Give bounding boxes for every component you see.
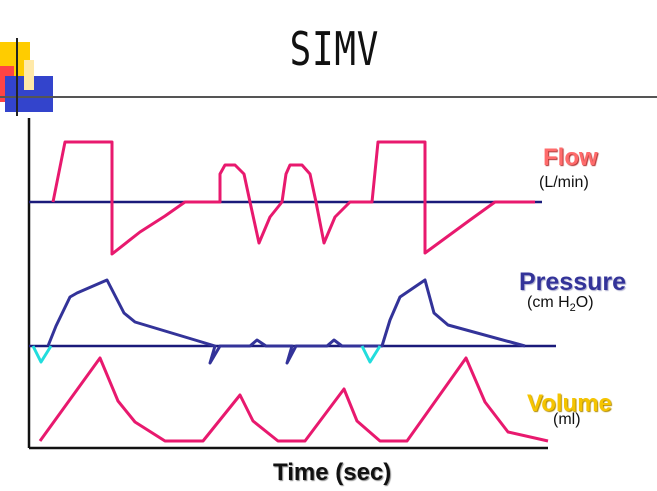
flow-label: Flow xyxy=(543,144,598,171)
slide-title: SIMV xyxy=(289,22,380,76)
time-axis-label: Time (sec) xyxy=(273,459,392,486)
volume-label: Volume xyxy=(527,390,612,417)
pressure-unit-post: O) xyxy=(575,294,594,311)
spontaneous-trigger-1 xyxy=(31,345,53,364)
pressure-unit: (cm H2O) xyxy=(527,294,594,314)
corner-light-block xyxy=(24,60,34,90)
flow-trace xyxy=(51,140,535,256)
volume-unit: (ml) xyxy=(553,411,581,428)
pressure-unit-subscript: 2 xyxy=(569,302,576,315)
volume-trace xyxy=(38,356,549,443)
spontaneous-trigger-2 xyxy=(360,345,382,364)
pressure-label: Pressure xyxy=(519,268,627,296)
flow-unit: (L/min) xyxy=(539,174,589,191)
pressure-unit-pre: (cm H xyxy=(527,294,570,311)
pressure-trace xyxy=(46,278,526,365)
